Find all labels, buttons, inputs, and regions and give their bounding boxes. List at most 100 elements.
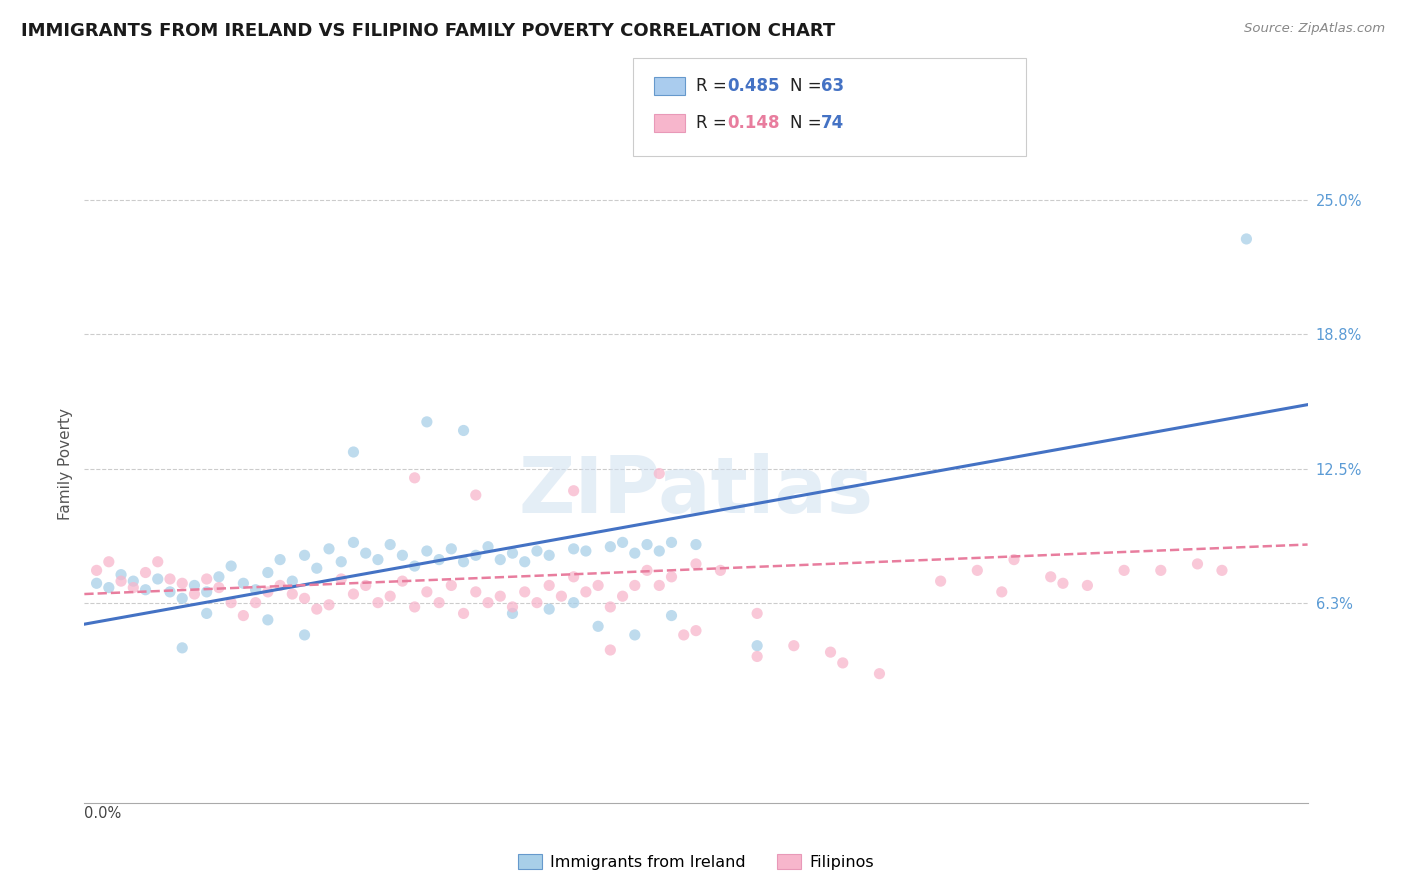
- Point: [648, 544, 671, 558]
- Point: [1187, 557, 1209, 571]
- Point: [685, 557, 707, 571]
- Point: [257, 613, 280, 627]
- Point: [489, 589, 512, 603]
- Point: [624, 578, 647, 592]
- Point: [330, 555, 353, 569]
- Text: 63: 63: [821, 77, 844, 95]
- Point: [661, 535, 683, 549]
- Point: [208, 581, 231, 595]
- Point: [562, 541, 585, 556]
- Point: [427, 552, 450, 566]
- Point: [502, 607, 524, 621]
- Point: [1052, 576, 1074, 591]
- Point: [195, 572, 218, 586]
- Point: [416, 544, 439, 558]
- Point: [342, 445, 364, 459]
- Point: [294, 628, 316, 642]
- Point: [219, 559, 242, 574]
- Point: [232, 608, 254, 623]
- Point: [575, 544, 598, 558]
- Point: [502, 546, 524, 560]
- Point: [624, 546, 647, 560]
- Point: [245, 582, 267, 597]
- Point: [380, 589, 402, 603]
- Point: [367, 552, 389, 566]
- Point: [427, 596, 450, 610]
- Point: [342, 587, 364, 601]
- Point: [354, 578, 377, 592]
- Point: [612, 589, 634, 603]
- Point: [550, 589, 572, 603]
- Point: [330, 572, 353, 586]
- Point: [416, 585, 439, 599]
- Point: [281, 587, 304, 601]
- Text: 0.0%: 0.0%: [84, 806, 121, 822]
- Point: [97, 581, 120, 595]
- Point: [538, 578, 561, 592]
- Point: [172, 640, 194, 655]
- Point: [380, 537, 402, 551]
- Text: IMMIGRANTS FROM IRELAND VS FILIPINO FAMILY POVERTY CORRELATION CHART: IMMIGRANTS FROM IRELAND VS FILIPINO FAMI…: [21, 22, 835, 40]
- Legend: Immigrants from Ireland, Filipinos: Immigrants from Ireland, Filipinos: [512, 847, 880, 876]
- Point: [489, 552, 512, 566]
- Point: [966, 563, 988, 577]
- Point: [269, 552, 291, 566]
- Point: [991, 585, 1014, 599]
- Point: [86, 576, 108, 591]
- Text: N =: N =: [790, 77, 827, 95]
- Point: [612, 535, 634, 549]
- Point: [159, 572, 181, 586]
- Text: N =: N =: [790, 114, 827, 132]
- Point: [747, 607, 769, 621]
- Point: [97, 555, 120, 569]
- Point: [269, 578, 291, 592]
- Point: [929, 574, 952, 588]
- Point: [648, 578, 671, 592]
- Point: [709, 563, 731, 577]
- Point: [477, 596, 499, 610]
- Point: [404, 559, 426, 574]
- Y-axis label: Family Poverty: Family Poverty: [58, 408, 73, 520]
- Text: ZIPatlas: ZIPatlas: [519, 453, 873, 529]
- Point: [183, 587, 205, 601]
- Point: [1236, 232, 1258, 246]
- Point: [464, 585, 486, 599]
- Point: [232, 576, 254, 591]
- Point: [294, 591, 316, 606]
- Point: [513, 555, 536, 569]
- Point: [354, 546, 377, 560]
- Point: [661, 570, 683, 584]
- Point: [135, 566, 157, 580]
- Point: [208, 570, 231, 584]
- Point: [562, 570, 585, 584]
- Point: [586, 578, 609, 592]
- Point: [575, 585, 598, 599]
- Point: [538, 549, 561, 563]
- Point: [110, 567, 132, 582]
- Point: [367, 596, 389, 610]
- Point: [453, 424, 475, 438]
- Point: [146, 572, 169, 586]
- Point: [477, 540, 499, 554]
- Point: [1002, 552, 1025, 566]
- Point: [464, 549, 486, 563]
- Point: [820, 645, 842, 659]
- Point: [783, 639, 806, 653]
- Point: [122, 574, 145, 588]
- Point: [391, 549, 413, 563]
- Point: [195, 585, 218, 599]
- Point: [526, 596, 548, 610]
- Point: [146, 555, 169, 569]
- Point: [257, 566, 280, 580]
- Point: [685, 537, 707, 551]
- Point: [636, 537, 658, 551]
- Point: [135, 582, 157, 597]
- Point: [1150, 563, 1173, 577]
- Point: [831, 656, 853, 670]
- Point: [219, 596, 242, 610]
- Point: [440, 578, 463, 592]
- Point: [86, 563, 108, 577]
- Point: [245, 596, 267, 610]
- Text: Source: ZipAtlas.com: Source: ZipAtlas.com: [1244, 22, 1385, 36]
- Point: [869, 666, 891, 681]
